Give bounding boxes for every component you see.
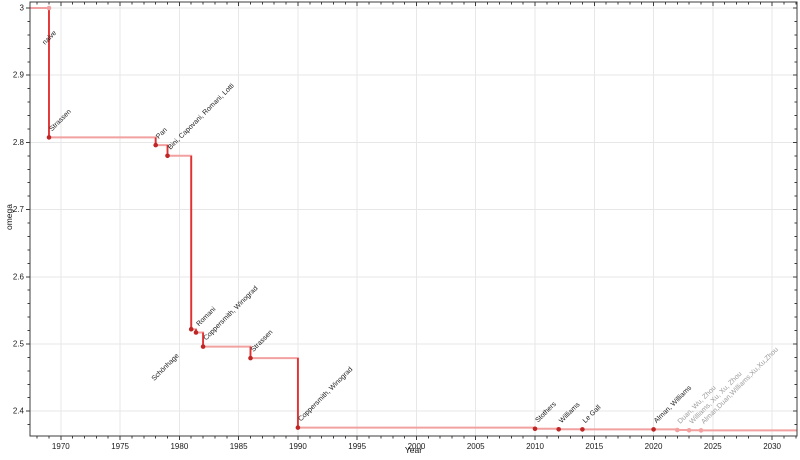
data-point <box>193 330 199 335</box>
data-point <box>698 428 704 433</box>
data-point <box>200 344 206 349</box>
data-point <box>46 135 52 140</box>
x-tick-label: 1980 <box>170 442 188 451</box>
x-tick-label: 2025 <box>704 442 722 451</box>
x-tick-label: 2010 <box>526 442 544 451</box>
data-point <box>46 5 52 11</box>
y-tick-label: 2.6 <box>13 272 25 281</box>
data-point <box>188 326 194 332</box>
y-tick-label: 2.9 <box>13 71 25 80</box>
y-tick-label: 2.4 <box>13 407 25 416</box>
data-point <box>556 427 561 432</box>
data-point <box>153 142 158 148</box>
plot-border <box>29 1 798 437</box>
data-point <box>165 153 170 159</box>
data-point <box>651 427 656 432</box>
x-tick-label: 2005 <box>467 442 485 451</box>
data-point <box>532 426 538 432</box>
y-tick-label: 2.7 <box>13 205 25 214</box>
y-tick-label: 3 <box>20 4 25 13</box>
y-tick-label: 2.5 <box>13 339 25 348</box>
x-tick-label: 2000 <box>408 442 426 451</box>
x-tick-label: 1985 <box>230 442 248 451</box>
data-point <box>248 355 253 361</box>
x-tick-label: 1990 <box>289 442 307 451</box>
data-point <box>295 425 301 430</box>
x-tick-label: 2030 <box>763 442 781 451</box>
data-point <box>580 427 585 432</box>
x-tick-label: 2015 <box>585 442 603 451</box>
x-tick-label: 2020 <box>645 442 663 451</box>
x-axis-title: Year <box>404 445 423 455</box>
x-tick-label: 1970 <box>52 442 70 451</box>
data-point <box>675 427 680 433</box>
x-tick-label: 1995 <box>348 442 366 451</box>
y-axis-title: omega <box>4 204 14 230</box>
data-point <box>686 428 692 433</box>
x-tick-label: 1975 <box>111 442 129 451</box>
y-tick-label: 2.8 <box>13 138 25 147</box>
